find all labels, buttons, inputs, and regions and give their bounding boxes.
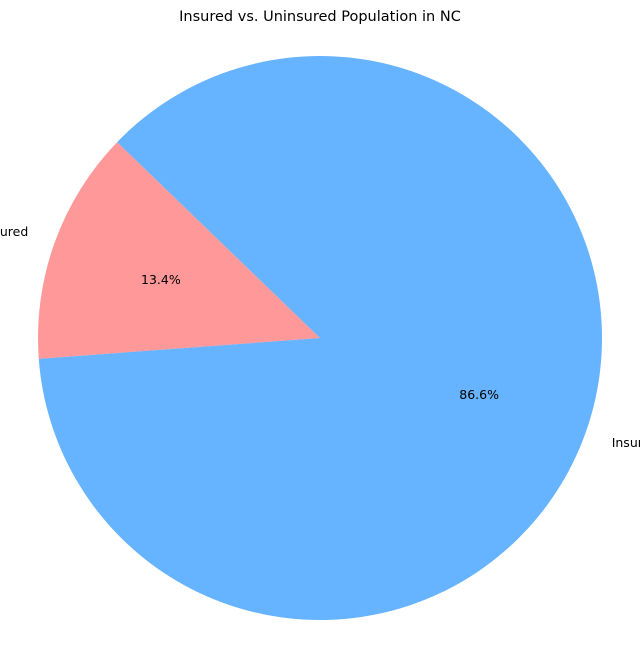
chart-title: Insured vs. Uninsured Population in NC (179, 9, 461, 25)
percent-label-insured: 86.6% (459, 387, 499, 402)
pie-slices (38, 56, 603, 621)
percent-label-uninsured: 13.4% (141, 272, 181, 287)
pie-slice-uninsured (38, 142, 320, 359)
pie-slice-insured (38, 56, 603, 621)
slice-label-uninsured: Uninsured (0, 224, 28, 239)
pie-labels: Uninsured 13.4% Insured 86.6% (0, 224, 640, 450)
slice-label-insured: Insured (612, 435, 640, 450)
